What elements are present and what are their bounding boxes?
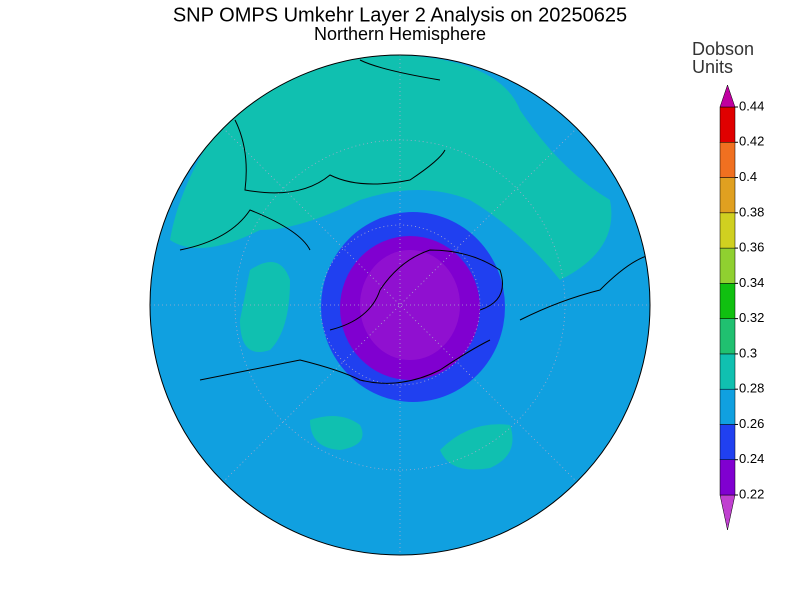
colorbar-band <box>719 106 736 143</box>
colorbar-tick-label: 0.36 <box>739 240 764 255</box>
colorbar-tick-label: 0.32 <box>739 310 764 325</box>
colorbar-band <box>719 318 736 355</box>
colorbar-end <box>719 84 736 108</box>
colorbar-band <box>719 177 736 214</box>
colorbar-tick-label: 0.24 <box>739 451 764 466</box>
colorbar-tick-label: 0.44 <box>739 98 764 113</box>
colorbar-band <box>719 459 736 496</box>
colorbar-tick-label: 0.42 <box>739 134 764 149</box>
region <box>310 416 363 450</box>
map <box>149 54 651 556</box>
colorbar-band <box>719 142 736 178</box>
subtitle: Northern Hemisphere <box>314 24 486 44</box>
colorbar-tick-label: 0.38 <box>739 204 764 219</box>
colorbar-tick-label: 0.28 <box>739 381 764 396</box>
colorbar-end <box>719 494 736 531</box>
region <box>240 262 290 352</box>
colorbar-band <box>719 353 736 390</box>
colorbar-label: Dobson <box>692 39 754 59</box>
colorbar-tick-label: 0.34 <box>739 275 764 290</box>
colorbar-tick-label: 0.3 <box>739 345 757 360</box>
colorbar-label: Units <box>692 57 733 77</box>
region <box>440 424 513 470</box>
colorbar-tick-label: 0.22 <box>739 486 764 501</box>
colorbar-band <box>719 212 736 249</box>
colorbar-tick-label: 0.26 <box>739 416 764 431</box>
title: SNP OMPS Umkehr Layer 2 Analysis on 2025… <box>173 4 627 26</box>
colorbar-band <box>719 283 736 319</box>
colorbar: 0.22 0.24 0.26 0.28 0.3 0.32 0.34 0.36 0.38 0.4 0.… <box>719 84 764 531</box>
colorbar-tick-label: 0.4 <box>739 169 757 184</box>
colorbar-band <box>719 388 736 425</box>
colorbar-band <box>719 424 736 460</box>
colorbar-band <box>719 247 736 284</box>
